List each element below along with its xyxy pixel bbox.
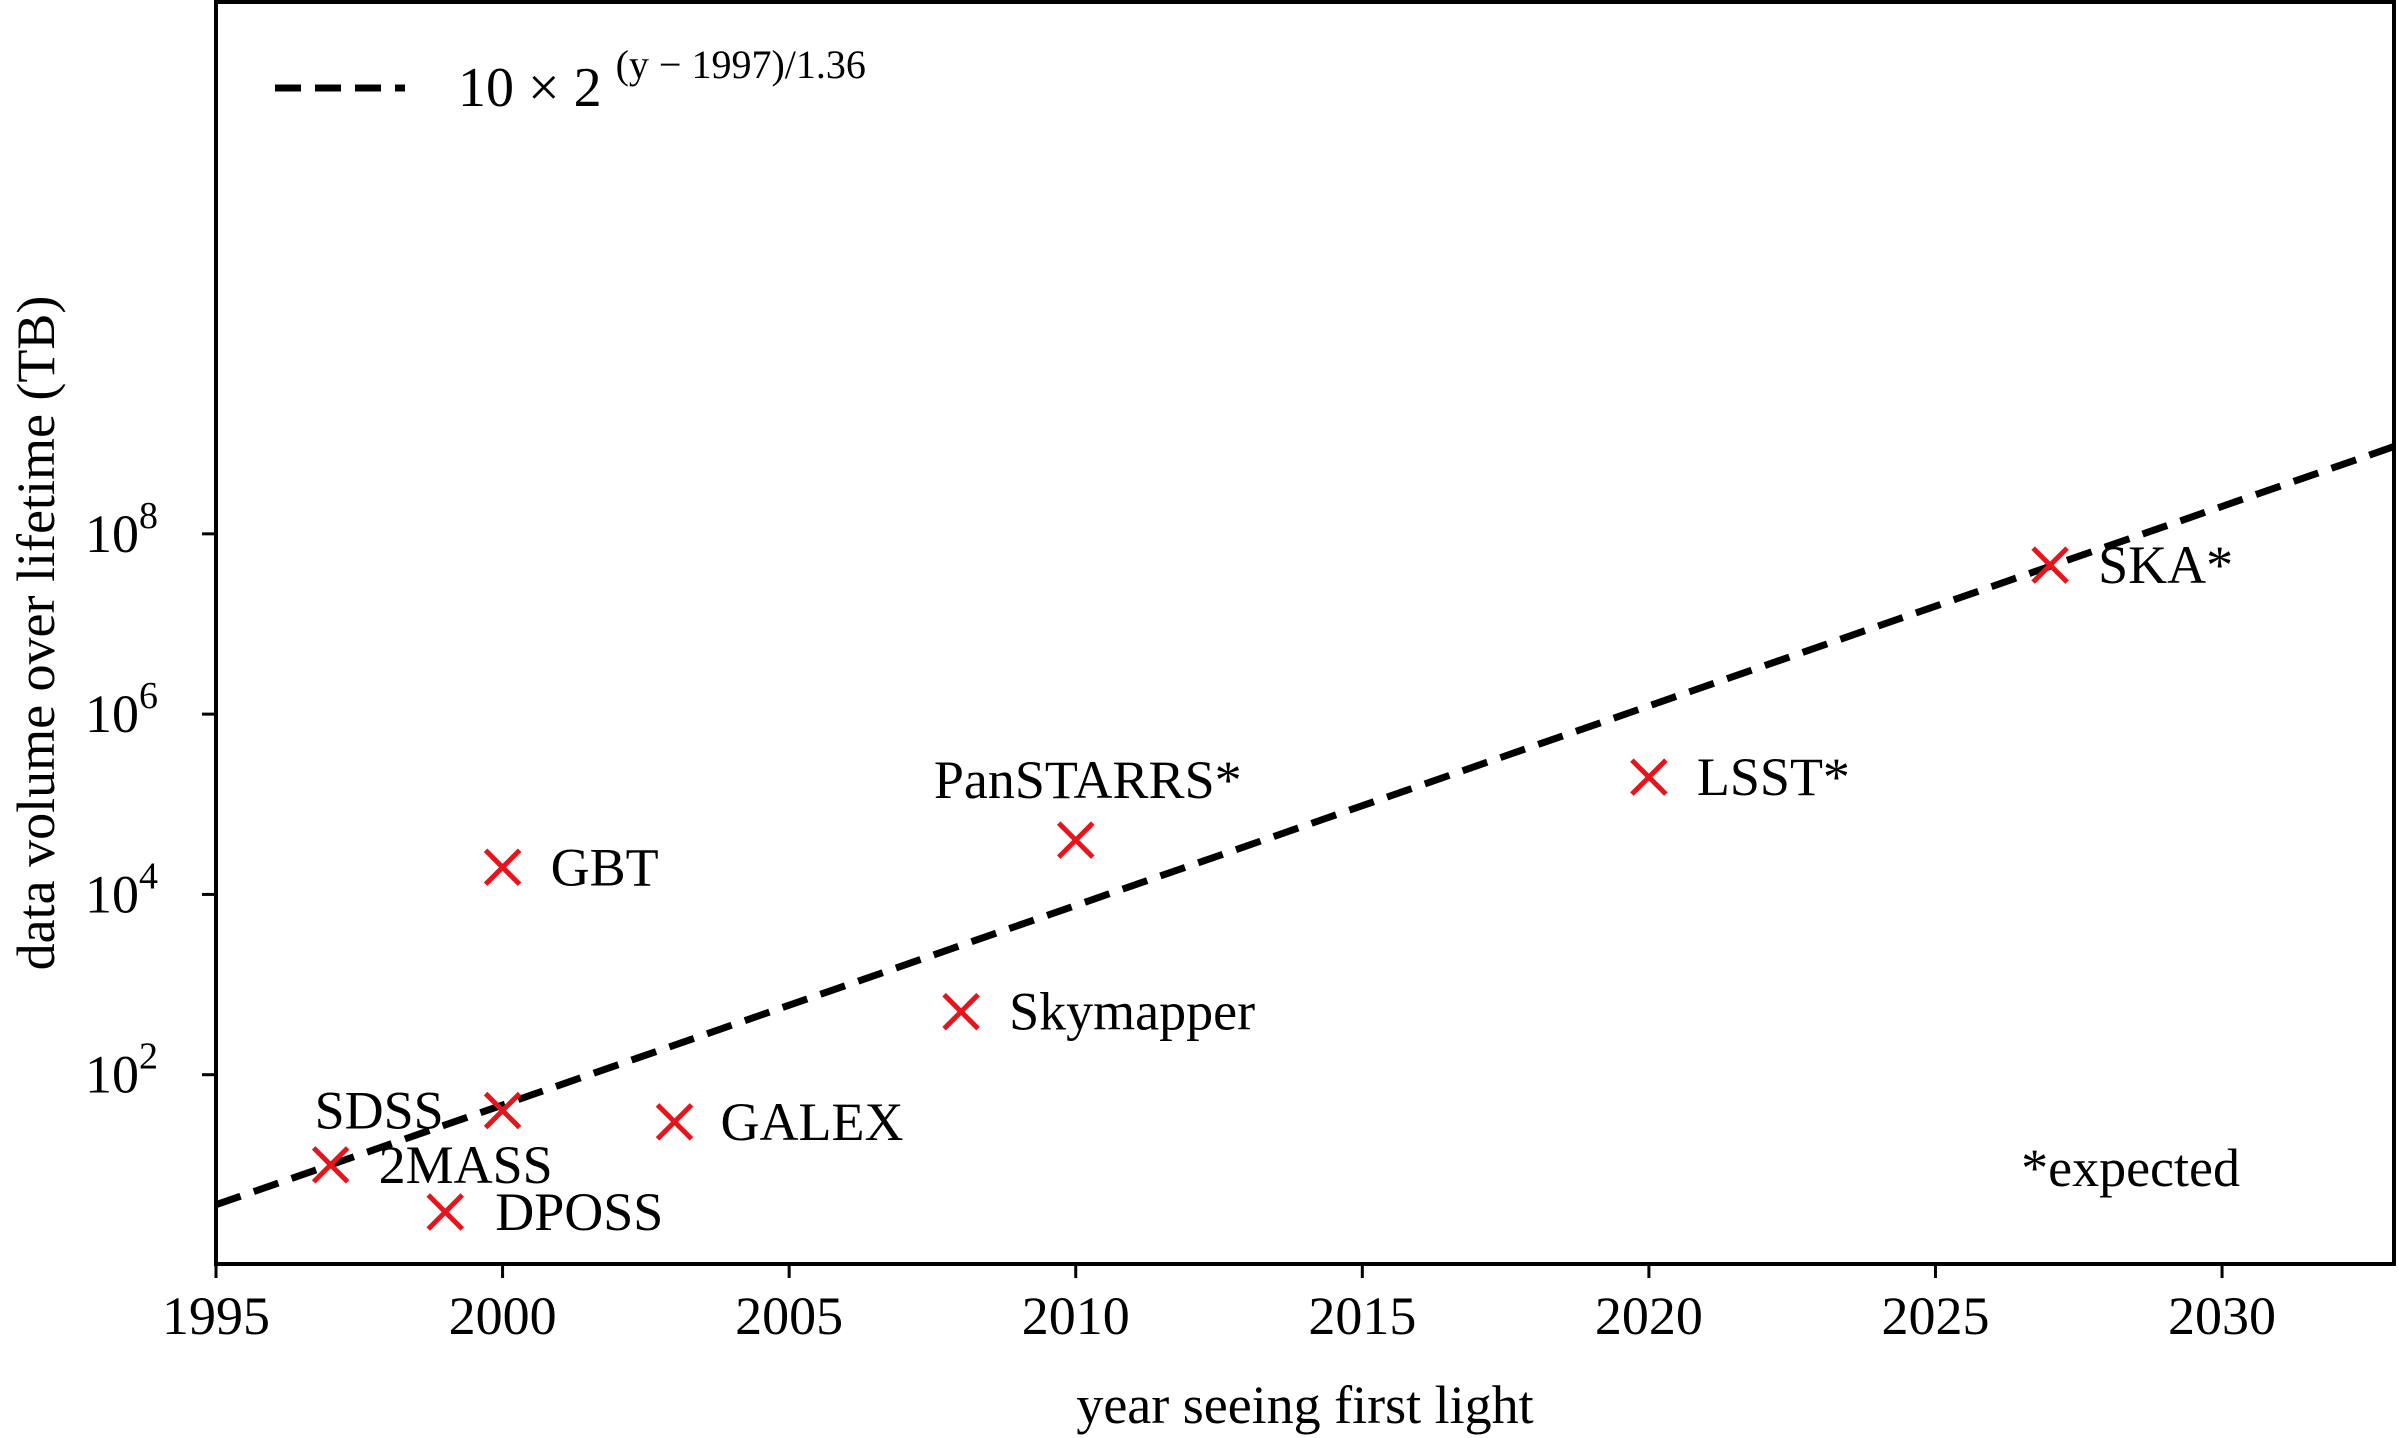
point-marker-stroke [2031,546,2069,584]
x-tick-label: 2005 [735,1286,843,1346]
y-axis-label: data volume over lifetime (TB) [6,296,66,971]
data-point-skymapper: Skymapper [942,982,1255,1042]
y-tick-label-base: 10 [85,684,139,744]
point-label: Skymapper [1009,982,1255,1042]
y-tick-label: 108 [85,495,158,564]
x-tick-label: 2020 [1595,1286,1703,1346]
y-tick-label-exponent: 2 [139,1036,158,1078]
point-marker-stroke [483,1091,522,1130]
x-axis-label: year seeing first light [1076,1375,1533,1435]
point-marker-stroke [483,848,522,887]
x-tick-label: 2025 [1881,1286,1989,1346]
y-tick-label: 106 [85,675,158,744]
data-point-panstarrs: PanSTARRS* [934,750,1242,859]
y-tick-label-exponent: 6 [139,675,158,717]
point-marker-stroke [426,1193,465,1231]
point-label: SDSS [315,1081,444,1141]
y-tick-label-exponent: 8 [139,495,158,537]
legend-label-main: 10 × 2 [458,57,602,119]
point-label: GALEX [721,1092,904,1152]
data-point-sdss: SDSS [315,1081,522,1141]
y-tick-label-base: 10 [85,1045,139,1105]
point-marker-stroke [1630,758,1668,796]
axis-layer: 1995 2000 2005 2010 2015 2020 2025 203010210410… [85,495,2276,1346]
data-point-ska: SKA* [2031,535,2233,595]
x-tick-label: 2000 [449,1286,557,1346]
y-tick-label: 104 [85,855,158,924]
data-point-dposs: DPOSS [426,1182,663,1242]
point-marker-stroke [942,992,980,1031]
point-label: 2MASS [379,1135,553,1195]
y-tick-label-base: 10 [85,504,139,564]
data-point-2mass: 2MASS [311,1135,553,1195]
plot-frame [214,0,2396,1266]
legend: 10 × 2 (y − 1997)/1.36 [275,42,866,119]
x-tick-label: 2030 [2168,1286,2276,1346]
point-label: GBT [551,837,659,897]
legend-label-exponent: (y − 1997)/1.36 [616,42,866,87]
y-tick-label: 102 [85,1036,158,1105]
x-tick-label: 2010 [1022,1286,1130,1346]
point-label: DPOSS [495,1182,663,1242]
x-tick-label: 2015 [1308,1286,1416,1346]
point-marker-stroke [311,1146,350,1184]
data-point-lsst: LSST* [1630,747,1850,807]
point-label: LSST* [1697,747,1850,807]
data-point-galex: GALEX [655,1092,904,1152]
legend-label: 10 × 2 (y − 1997)/1.36 [458,42,866,119]
data-point-gbt: GBT [483,837,659,897]
annotation-expected: *expected [2021,1138,2240,1198]
point-label: SKA* [2098,535,2233,595]
y-tick-label-exponent: 4 [139,855,158,897]
point-marker-stroke [1056,821,1095,859]
y-tick-label-base: 10 [85,864,139,924]
point-marker-stroke [655,1103,694,1141]
trend-line [216,443,2394,1209]
point-label: PanSTARRS* [934,750,1242,810]
x-tick-label: 1995 [162,1286,270,1346]
